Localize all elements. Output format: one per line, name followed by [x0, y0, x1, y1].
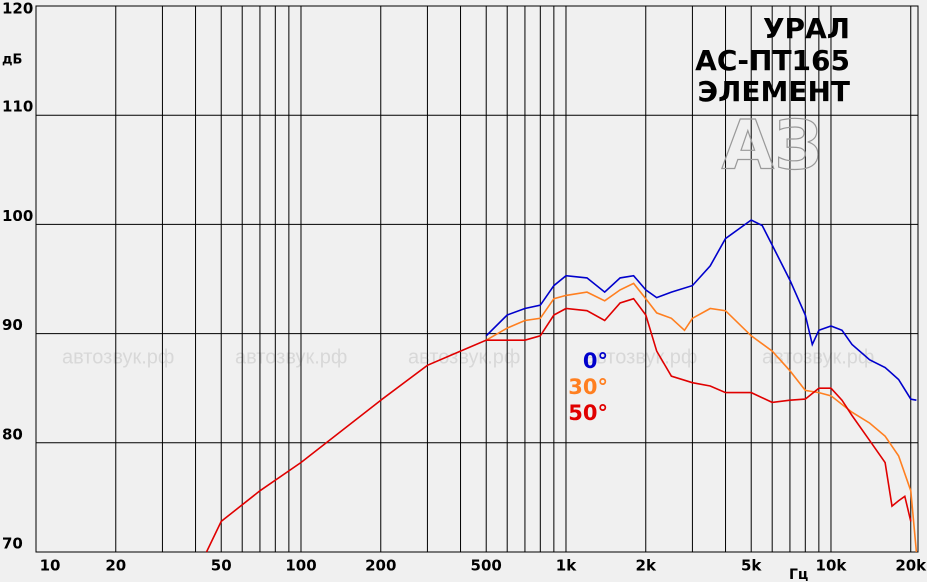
title-line: АС-ПТ165 [695, 44, 850, 77]
y-tick-label: 120 [2, 0, 33, 18]
plot-area [35, 5, 919, 553]
y-axis-label: дБ [2, 53, 22, 68]
x-tick-label: 2k [636, 557, 657, 575]
watermark: автозвук.рф [235, 346, 347, 368]
y-tick-label: 100 [2, 207, 33, 225]
series-line [485, 282, 918, 553]
title-block: УРАЛ АС-ПТ165 ЭЛЕМЕНТ АЗ [695, 12, 850, 186]
x-tick-label: 500 [471, 557, 502, 575]
x-axis-label: Гц [789, 567, 808, 582]
logo: АЗ [722, 107, 823, 186]
legend-label: 50° [568, 401, 608, 425]
series-line [485, 219, 917, 401]
title-line: УРАЛ [763, 12, 850, 45]
x-tick-label: 1k [556, 557, 577, 575]
x-tick-label: 10k [816, 557, 848, 575]
x-tick-label: 5k [741, 557, 762, 575]
x-tick-label: 20 [105, 557, 126, 575]
watermark: автозвук.рф [585, 346, 697, 368]
x-tick-label: 100 [285, 557, 316, 575]
x-tick-label: 200 [365, 557, 396, 575]
legend-label: 0° [583, 349, 608, 373]
y-tick-label: 80 [2, 425, 23, 443]
x-tick-label: 10 [40, 557, 61, 575]
y-tick-label: 90 [2, 316, 23, 334]
series-line [205, 297, 912, 553]
y-tick-label: 70 [2, 535, 23, 553]
x-tick-label: 20k [895, 557, 927, 575]
title-line: ЭЛЕМЕНТ [698, 75, 850, 108]
watermark: автозвук.рф [62, 346, 174, 368]
x-tick-label: 50 [211, 557, 232, 575]
legend-label: 30° [568, 375, 608, 399]
y-tick-label: 110 [2, 98, 33, 116]
watermark: автозвук.рф [408, 346, 520, 368]
